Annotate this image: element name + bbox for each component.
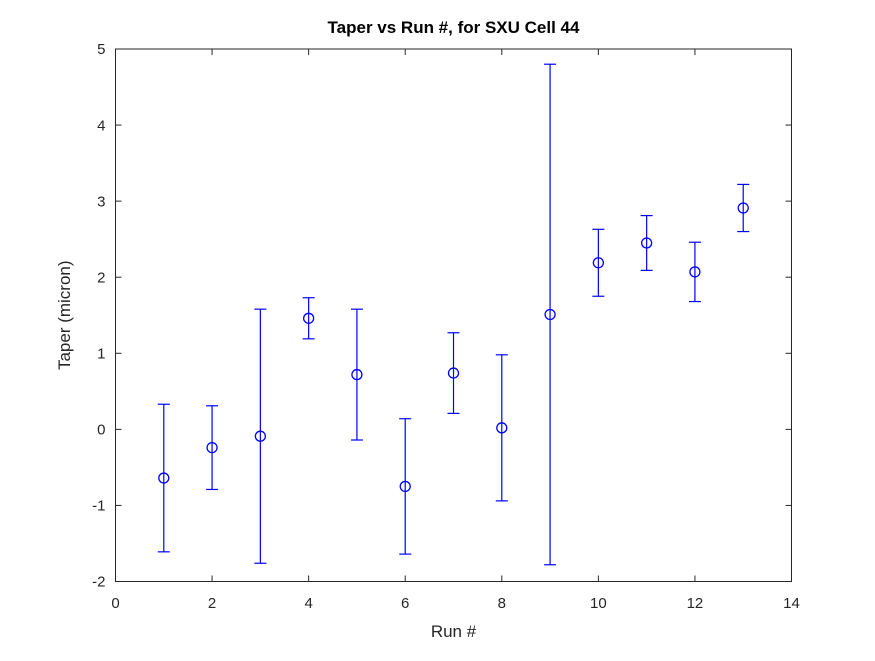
data-point	[737, 202, 749, 214]
y-tick-label: 5	[97, 41, 105, 58]
data-point	[158, 472, 170, 484]
y-tick-label: -2	[92, 574, 105, 591]
x-axis-label: Run #	[431, 622, 477, 641]
data-point	[496, 422, 508, 434]
x-tick-label: 14	[783, 595, 800, 612]
x-tick-label: 12	[687, 595, 704, 612]
data-point	[206, 441, 218, 454]
data-point	[544, 308, 556, 321]
data-point	[399, 480, 411, 493]
x-tick-label: 8	[498, 595, 506, 612]
x-tick-label: 4	[304, 595, 312, 612]
data-point	[640, 237, 653, 249]
data-point	[592, 257, 605, 269]
y-tick-label: 3	[97, 193, 105, 210]
axes-box	[115, 48, 792, 582]
y-tick-label: 0	[97, 422, 105, 439]
x-tick-label: 10	[590, 595, 607, 612]
data-point	[447, 367, 460, 379]
data-point	[689, 266, 701, 278]
chart-title: Taper vs Run #, for SXU Cell 44	[328, 18, 580, 37]
y-tick-label: 4	[97, 117, 105, 134]
y-axis-label: Taper (micron)	[55, 260, 74, 370]
y-tick-label: -1	[92, 498, 105, 515]
x-tick-label: 0	[111, 595, 119, 612]
data-point	[254, 430, 267, 442]
data-point	[351, 368, 363, 381]
x-tick-label: 2	[208, 595, 216, 612]
x-tick-label: 6	[401, 595, 409, 612]
y-tick-label: 1	[97, 345, 105, 362]
plot-series	[157, 63, 750, 566]
data-point	[302, 312, 315, 324]
y-tick-label: 2	[97, 269, 105, 286]
